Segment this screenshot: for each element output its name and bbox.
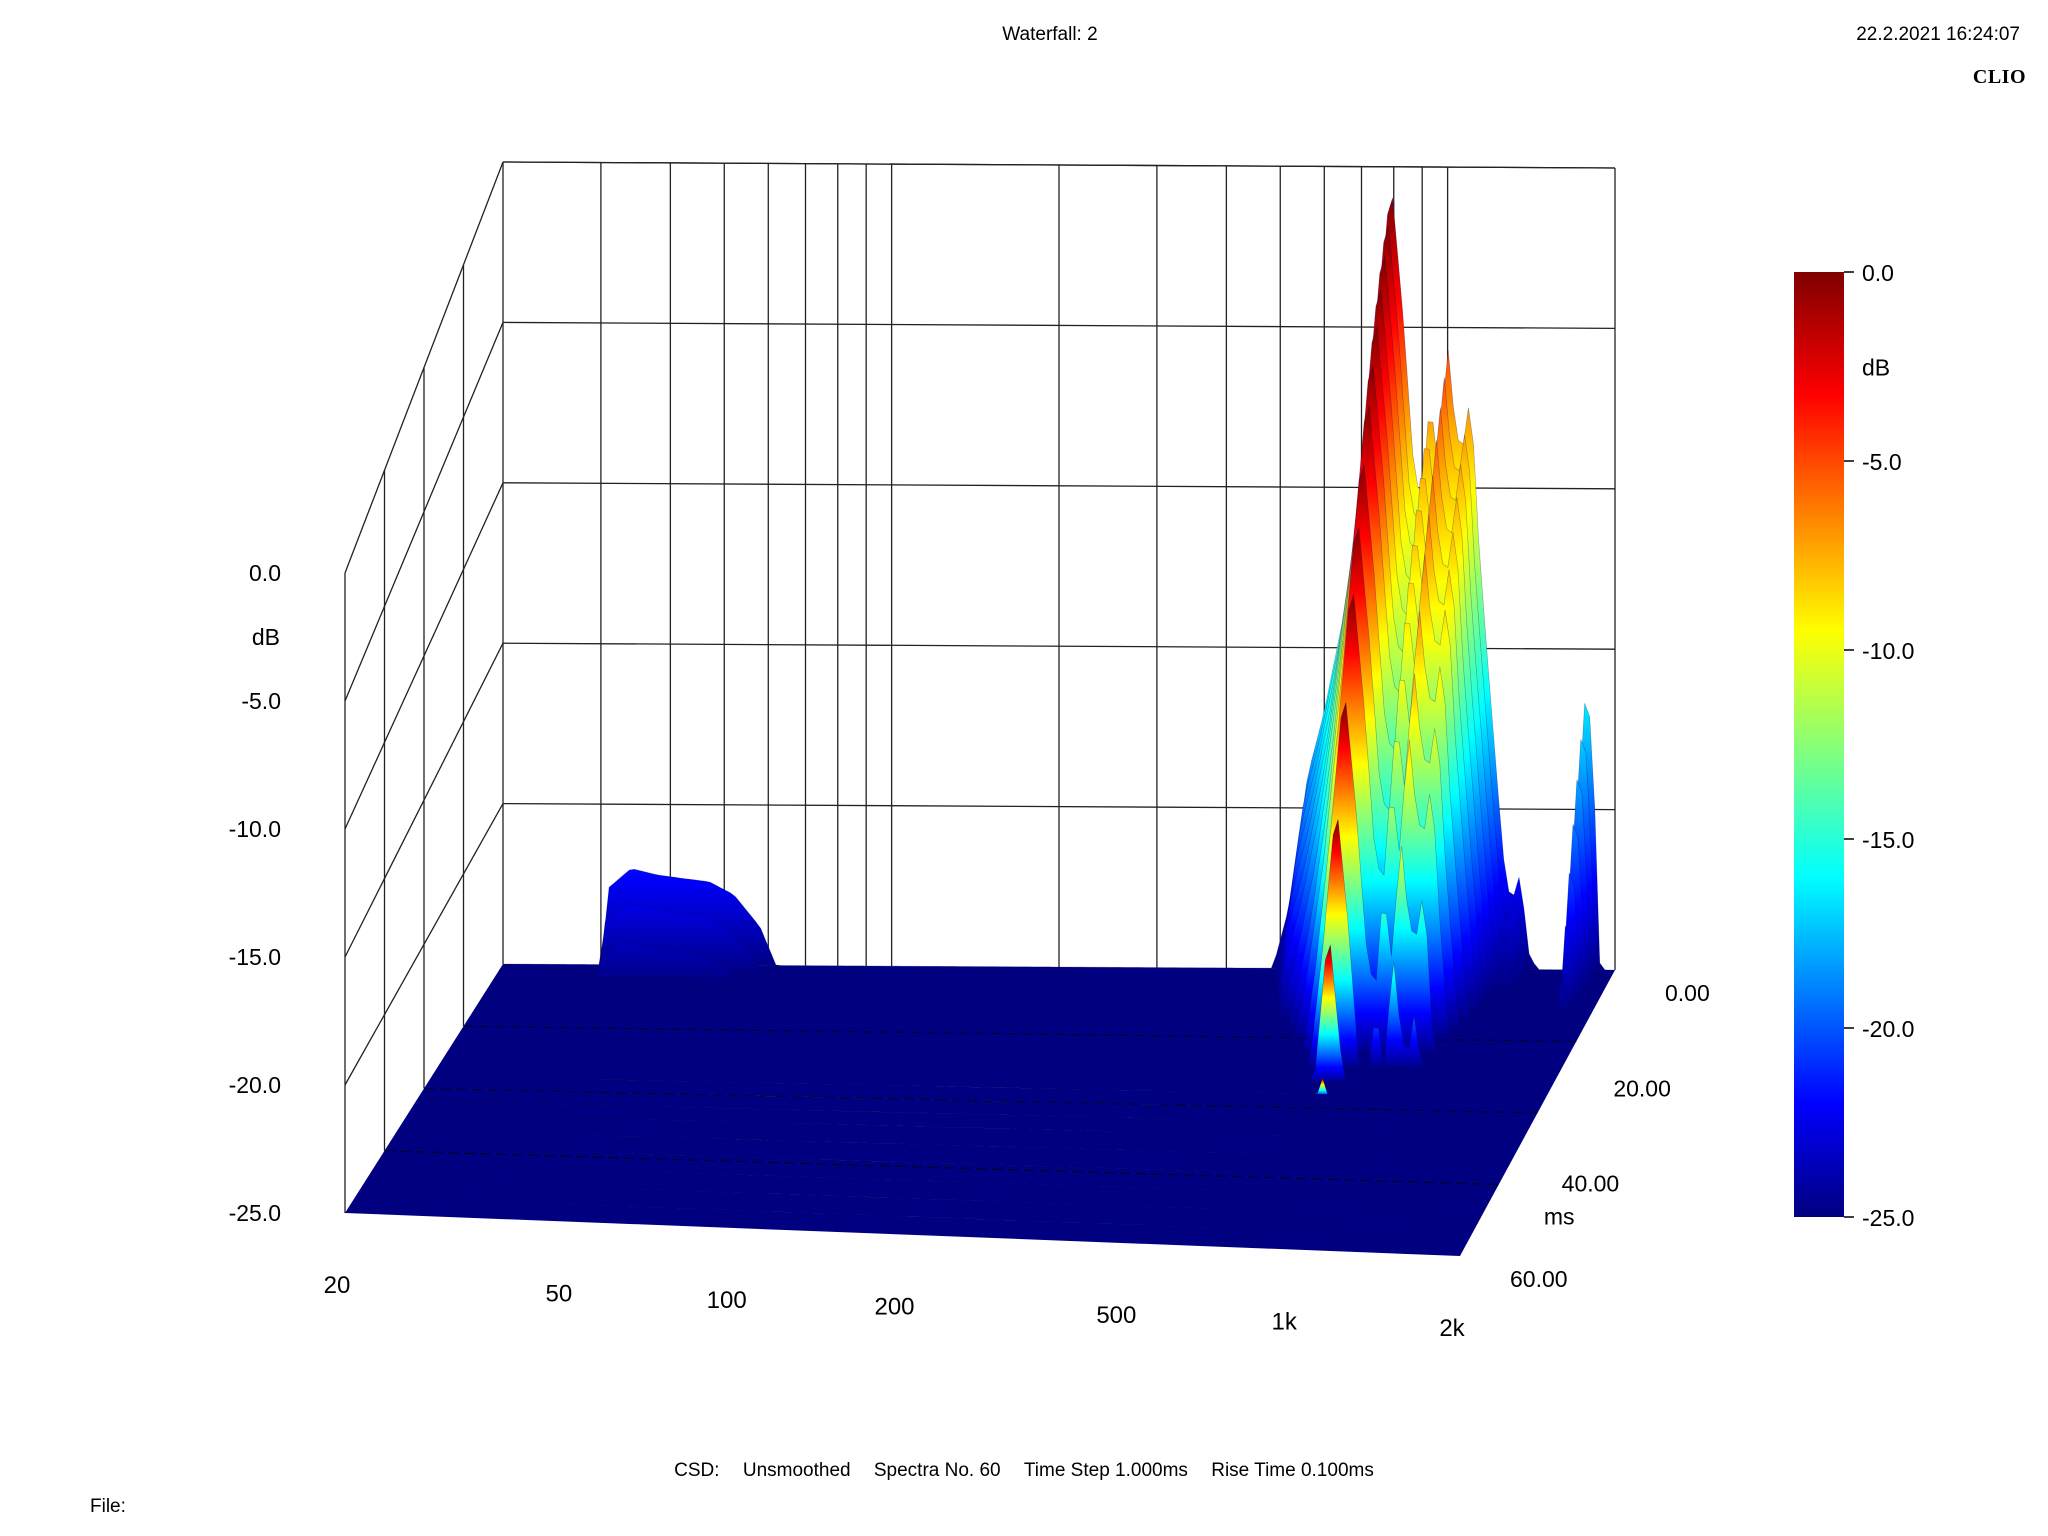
footer-info: CSD: Unsmoothed Spectra No. 60 Time Step…: [0, 1460, 2048, 1482]
brand-logo: CLIO: [1972, 66, 2026, 88]
spectrum-slice: [455, 702, 1569, 1057]
colorbar: 0.0 -5.0 -10.0 -15.0 -20.0 -25.0 dB: [1794, 260, 1914, 1231]
colorbar-gradient: [1794, 272, 1844, 1217]
chart-title: Waterfall: 2: [1002, 24, 1098, 45]
spectrum-slice: [416, 1100, 1530, 1128]
x-tick-label: 2k: [1439, 1315, 1465, 1342]
back-wall-top-edge: [502, 161, 1616, 169]
y-tick-label: -10.0: [229, 816, 281, 842]
y-tick-label: -15.0: [229, 944, 281, 970]
csd-label: CSD:: [674, 1460, 720, 1481]
file-label: File:: [90, 1496, 126, 1517]
y-tick-label: 0.0: [249, 560, 281, 586]
x-tick-label: 50: [546, 1281, 573, 1308]
spectrum-slice: [408, 1113, 1523, 1142]
spectrum-slice: [366, 1179, 1481, 1219]
time-axis: 0.00 20.00 40.00 60.00 ms: [1510, 980, 1710, 1292]
spectrum-slice: [423, 1088, 1538, 1114]
timestamp: 22.2.2021 16:24:07: [1856, 24, 2020, 45]
spectrum-slice: [397, 1129, 1512, 1161]
floor-time-line: [423, 1087, 1538, 1114]
z-tick-label: 20.00: [1613, 1075, 1671, 1101]
x-tick-label: 20: [324, 1272, 351, 1299]
x-tick-label: 1k: [1271, 1309, 1297, 1336]
frequency-axis: 20 50 100 200 500 1k 2k: [324, 1272, 1466, 1342]
colorbar-unit: dB: [1862, 355, 1890, 381]
rise-time: Rise Time 0.100ms: [1211, 1460, 1374, 1481]
db-axis: 0.0 -5.0 -10.0 -15.0 -20.0 -25.0 dB: [229, 560, 281, 1226]
y-tick-label: -20.0: [229, 1072, 281, 1098]
colorbar-tick-label: -20.0: [1862, 1016, 1914, 1042]
colorbar-tick-label: -10.0: [1862, 638, 1914, 664]
colorbar-tick-label: -15.0: [1862, 827, 1914, 853]
colorbar-tick-label: -5.0: [1862, 449, 1902, 475]
spectrum-slice: [447, 819, 1561, 1071]
spectrum-slice: [376, 1162, 1492, 1200]
z-axis-unit: ms: [1544, 1203, 1575, 1229]
spectrum-slice: [387, 1146, 1502, 1180]
left-wall-grid: [344, 161, 504, 1213]
spectrum-slice: [431, 1075, 1546, 1099]
y-tick-label: -25.0: [229, 1200, 281, 1226]
spectrum-slice: [479, 405, 1592, 1014]
spectrum-slice: [355, 1196, 1471, 1238]
spectrum-slice: [439, 944, 1554, 1085]
smoothing-label: Unsmoothed: [742, 1460, 851, 1481]
time-step: Time Step 1.000ms: [1023, 1460, 1188, 1481]
x-tick-label: 500: [1096, 1302, 1136, 1329]
x-tick-label: 200: [874, 1294, 914, 1321]
z-tick-label: 40.00: [1562, 1171, 1620, 1197]
z-tick-label: 0.00: [1665, 980, 1710, 1006]
z-tick-label: 60.00: [1510, 1266, 1568, 1292]
floor-time-line: [384, 1150, 1499, 1186]
colorbar-tick-label: -25.0: [1862, 1205, 1914, 1231]
csd-surface: [355, 197, 1616, 1238]
colorbar-tick-label: 0.0: [1862, 260, 1894, 286]
spectra-count: Spectra No. 60: [873, 1460, 1001, 1481]
y-axis-unit: dB: [252, 624, 280, 650]
y-tick-label: -5.0: [241, 688, 281, 714]
x-tick-label: 100: [707, 1287, 747, 1314]
